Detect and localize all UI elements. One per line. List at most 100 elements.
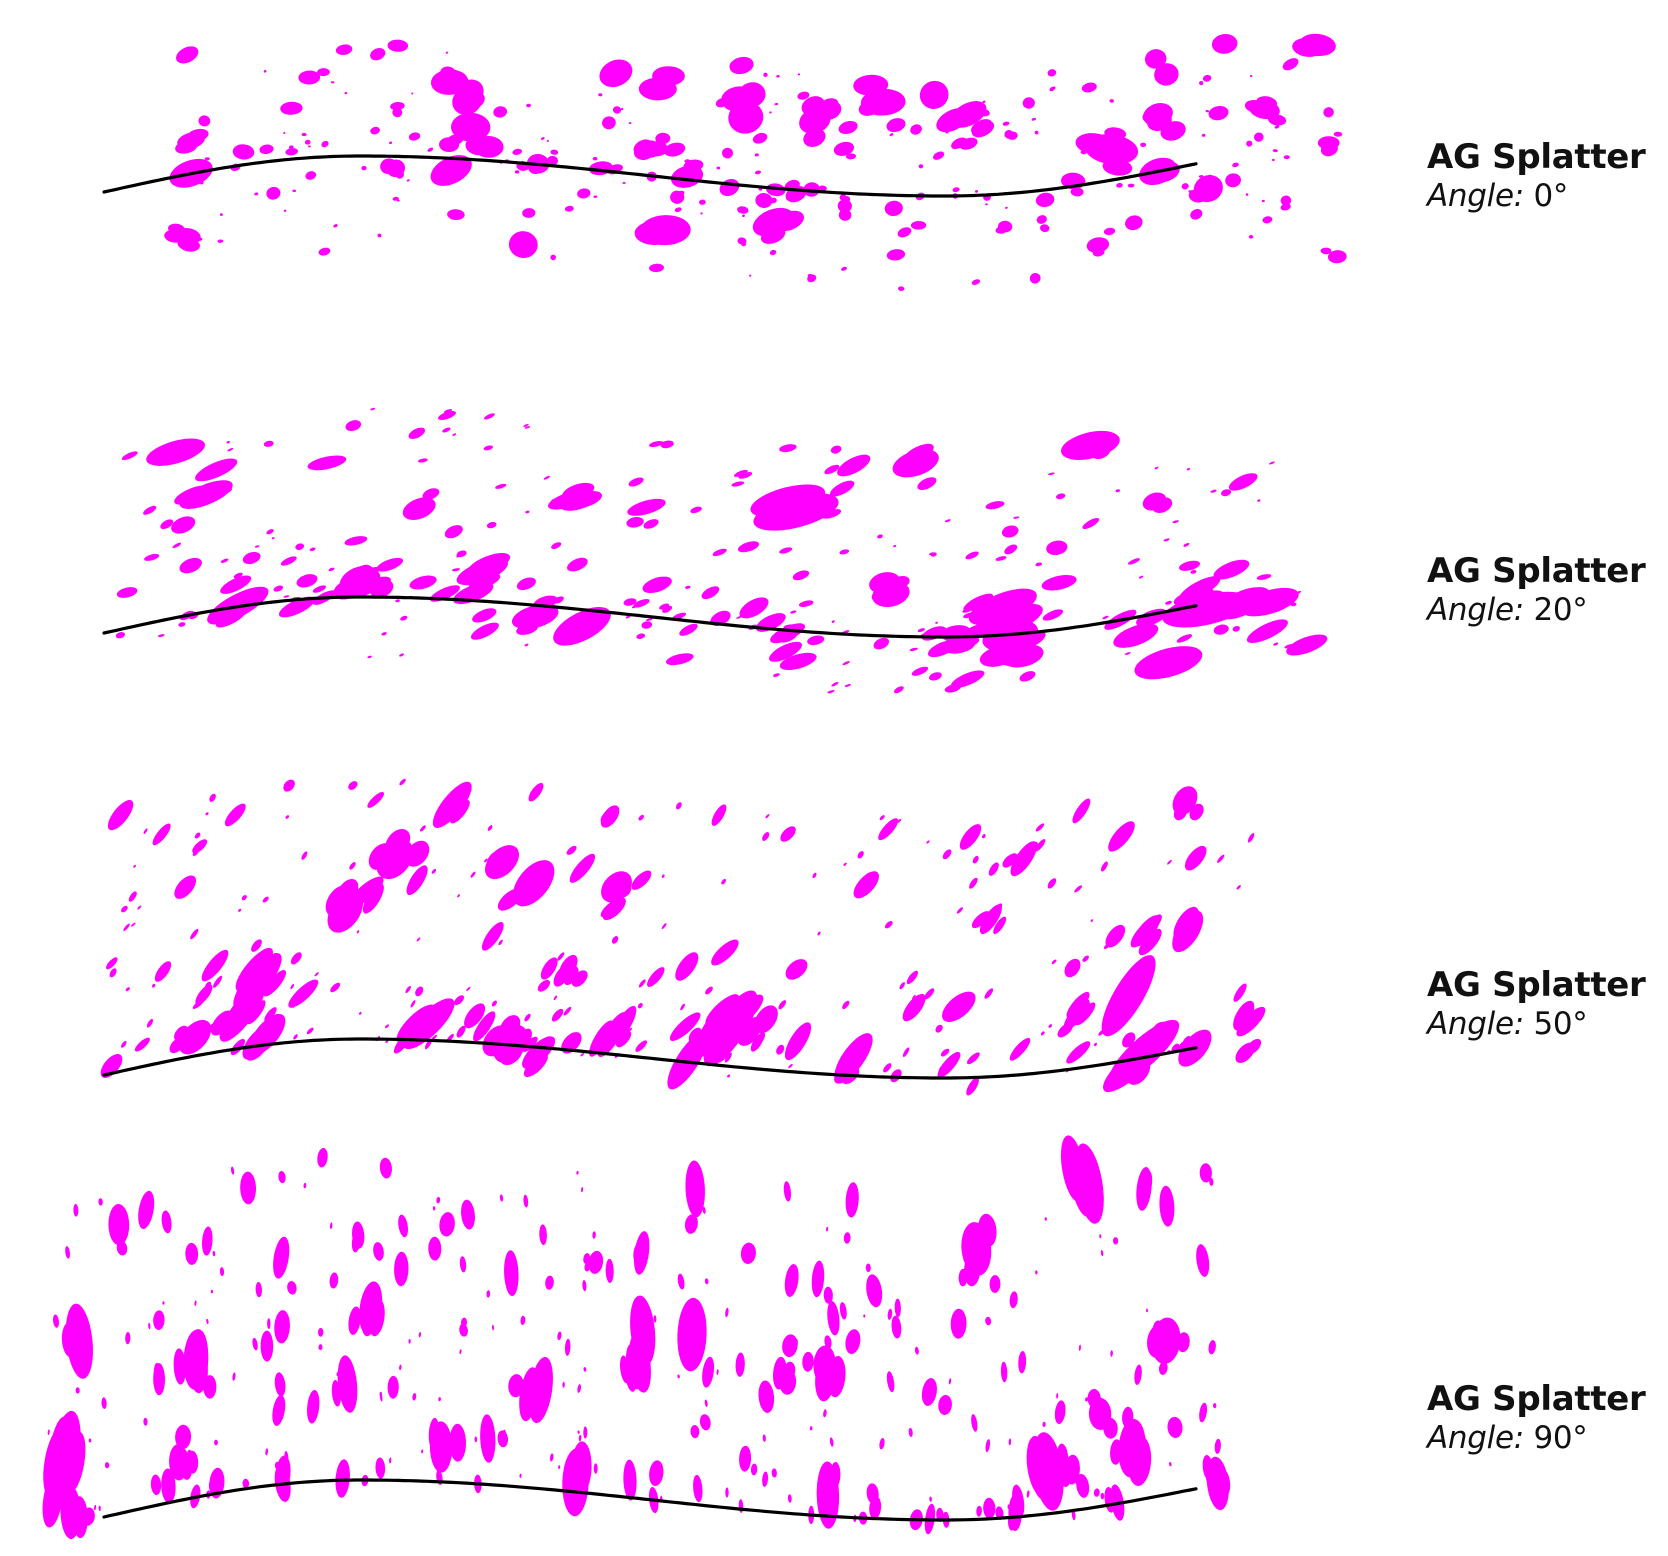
splatter-dot — [612, 106, 622, 114]
splatter-dot — [1144, 914, 1162, 935]
angle-setting: Angle: 0° — [1427, 176, 1646, 216]
splatter-dot — [379, 1391, 383, 1397]
splatter-dot — [952, 187, 960, 193]
splatter-dot — [143, 1417, 148, 1426]
splatter-dot — [680, 1003, 685, 1011]
splatter-dot — [685, 585, 691, 589]
splatter-dot — [557, 952, 565, 961]
splatter-dot — [1066, 991, 1090, 1019]
splatter-dot — [88, 1438, 92, 1443]
splatter-dot — [214, 1439, 218, 1446]
splatter-dot — [273, 585, 284, 592]
splatter-dot — [843, 862, 847, 866]
splatter-dot — [1157, 73, 1175, 85]
splatter-dot — [1199, 1163, 1212, 1183]
splatter-dot — [452, 433, 457, 436]
splatter-dot — [975, 189, 978, 193]
splatter-dot — [318, 247, 331, 256]
splatter-dot — [600, 165, 603, 168]
splatter-dot — [361, 165, 367, 171]
splatter-dot — [227, 447, 234, 452]
splatter-dot — [1080, 150, 1087, 155]
splatter-dot — [197, 1043, 201, 1047]
splatter-dot — [1090, 919, 1094, 923]
splatter-dot — [314, 972, 319, 977]
splatter-dot — [247, 1000, 266, 1025]
splatter-dot — [1102, 615, 1109, 620]
splatter-dot — [812, 872, 817, 879]
splatter-dot — [1110, 927, 1117, 936]
splatter-dot — [1233, 1000, 1255, 1031]
splatter-dot — [400, 615, 408, 621]
splatter-dot — [831, 681, 839, 687]
splatter-dot — [430, 155, 472, 186]
splatter-dot — [649, 441, 664, 447]
splatter-dot — [1035, 192, 1055, 208]
splatter-dot — [675, 952, 699, 981]
splatter-dot — [863, 1314, 866, 1318]
splatter-dot — [174, 875, 197, 899]
splatter-dot — [1081, 82, 1097, 93]
brush-name: AG Splatter — [1427, 137, 1646, 177]
splatter-dot — [1219, 1469, 1231, 1496]
splatter-dot — [1236, 1006, 1266, 1037]
splatter-dot — [173, 1348, 186, 1385]
splatter-dot — [1286, 634, 1328, 656]
splatter-dot — [801, 96, 825, 116]
splatter-dot — [783, 624, 794, 629]
splatter-dot — [1184, 845, 1207, 871]
splatter-dot — [1213, 559, 1250, 580]
splatter-dot — [906, 970, 919, 985]
splatter-dot — [1074, 1473, 1082, 1486]
splatter-dot — [952, 994, 969, 1013]
splatter-dot — [677, 1297, 707, 1372]
splatter-dot — [893, 544, 897, 548]
splatter-dot — [348, 1306, 361, 1335]
splatter-dot — [704, 1399, 708, 1407]
splatter-dot — [205, 812, 209, 816]
splatter-dot — [1115, 489, 1121, 493]
splatter-dot — [786, 194, 789, 198]
splatter-dot — [303, 1182, 307, 1189]
splatter-dot — [202, 1226, 213, 1256]
splatter-dot — [938, 1395, 952, 1415]
splatter-dot — [1009, 1037, 1031, 1061]
splatter-dot — [233, 572, 243, 579]
splatter-dot — [958, 1268, 968, 1287]
splatter-dot — [280, 101, 303, 115]
splatter-dot — [816, 1461, 840, 1529]
splatter-dot — [929, 1496, 932, 1502]
splatter-dot — [459, 1256, 467, 1273]
splatter-dot — [174, 485, 210, 505]
splatter-dot — [175, 1424, 192, 1450]
splatter-dot — [887, 1308, 893, 1320]
splatter-dot — [988, 862, 999, 876]
splatter-dot — [824, 1335, 832, 1349]
splatter-dot — [869, 572, 901, 594]
splatter-dot — [1019, 671, 1036, 682]
splatter-dot — [1172, 520, 1179, 524]
splatter-dot — [154, 961, 172, 982]
splatter-dot — [577, 1430, 580, 1434]
splatter-dot — [665, 653, 694, 666]
splatter-dot — [335, 44, 353, 56]
splatter-dot — [776, 1368, 789, 1388]
splatter-dot — [529, 1374, 544, 1413]
splatter-dot — [677, 1374, 680, 1379]
splatter-dot — [493, 106, 508, 118]
splatter-dot — [508, 231, 538, 259]
splatter-dot — [450, 800, 470, 824]
splatter-dot — [465, 92, 485, 109]
splatter-dot — [634, 220, 676, 246]
splatter-dot — [561, 1032, 582, 1054]
splatter-dot — [1213, 624, 1229, 635]
splatter-dot — [1208, 1340, 1216, 1355]
splatter-dot — [516, 577, 536, 591]
splatter-dot — [733, 469, 748, 477]
splatter-dot — [1228, 473, 1258, 491]
splatter-dot — [684, 159, 691, 163]
splatter-dot — [884, 200, 903, 217]
splatter-dot — [278, 1171, 286, 1184]
splatter-dot — [610, 1005, 637, 1045]
splatter-dot — [739, 1445, 752, 1472]
